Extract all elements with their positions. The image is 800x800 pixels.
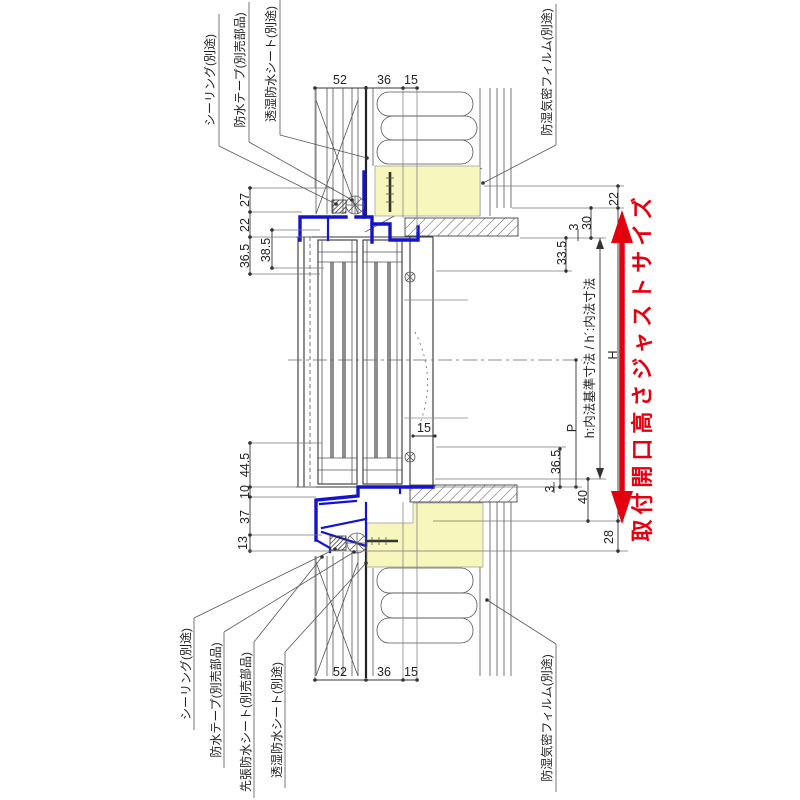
dim-mid-15: 15 <box>411 421 437 438</box>
label-sealing-bottom-text: シーリング(別途) <box>178 628 193 720</box>
handle-swing-arc <box>414 331 429 427</box>
label-sealing-top: シーリング(別途) <box>202 14 338 206</box>
dim-bottom-52: 52 <box>333 665 347 679</box>
label-sheet-top-text: 透湿防水シート(別途) <box>263 6 278 122</box>
label-film-bottom: 防湿気密フィルム(別途) <box>485 598 557 792</box>
insulation-board-bottom <box>366 502 484 568</box>
head-screw-icon <box>386 172 394 212</box>
label-film-bottom-text: 防湿気密フィルム(別途) <box>539 654 554 782</box>
dim-right-3-bottom: 3 <box>543 485 557 492</box>
label-pre-sheet-bottom-text: 先張防水シート(別売部品) <box>238 652 253 792</box>
label-tape-bottom: 防水テープ(別売部品) <box>208 550 356 768</box>
label-tape-top: 防水テープ(別売部品) <box>232 2 354 202</box>
inner-height-note: h:内法基準寸法 / h´:内法寸法 <box>582 278 597 438</box>
label-film-top-text: 防湿気密フィルム(別途) <box>539 8 554 136</box>
dim-row-top: 52 36 15 <box>313 73 419 232</box>
dim-left-13: 13 <box>236 536 250 550</box>
label-pre-sheet-bottom: 先張防水シート(別売部品) <box>238 555 324 798</box>
dim-left-10: 10 <box>238 485 252 499</box>
insulation-board-top <box>374 165 481 217</box>
tape-roll-bottom-icon <box>346 532 368 554</box>
dim-left-top: 27 22 36.5 38.5 <box>238 186 334 276</box>
sealing-block-bottom <box>329 535 347 551</box>
dim-right-28: 28 <box>602 530 616 544</box>
dim-right-33-5: 33.5 <box>555 241 569 265</box>
sill-screw-icon <box>366 537 398 545</box>
label-tape-top-text: 防水テープ(別売部品) <box>232 12 247 127</box>
dim-right-40: 40 <box>576 490 590 504</box>
right-extension-lines <box>248 185 628 552</box>
dim-top-36: 36 <box>377 73 391 87</box>
label-sheet-top: 透湿防水シート(別途) <box>263 0 369 160</box>
label-sealing-top-text: シーリング(別途) <box>202 34 217 126</box>
dim-left-36-5: 36.5 <box>238 244 252 268</box>
label-sealing-bottom: シーリング(別途) <box>178 547 337 730</box>
red-note-text: 取付開口高さジャストサイズ <box>630 192 655 541</box>
dim-P-label: P <box>565 424 579 432</box>
dim-bottom-15: 15 <box>404 665 418 679</box>
dim-bottom-36: 36 <box>377 665 391 679</box>
insulation-batt-top <box>376 91 478 165</box>
label-sheet-bottom: 透湿防水シート(別途) <box>269 561 368 788</box>
dim-left-37: 37 <box>238 510 252 524</box>
label-sheet-bottom-text: 透湿防水シート(別途) <box>269 662 284 778</box>
dim-left-bottom: 44.5 10 37 13 <box>236 441 322 553</box>
dim-top-15: 15 <box>404 73 418 87</box>
dim-right-22: 22 <box>607 192 621 206</box>
dim-top-52: 52 <box>333 73 347 87</box>
dim-mid-15-label: 15 <box>417 421 431 435</box>
dim-left-22: 22 <box>238 218 252 232</box>
dim-H-label: H <box>606 350 620 359</box>
dim-right-bottom: 36.5 3 40 28 <box>543 447 616 544</box>
label-film-top: 防湿気密フィルム(別途) <box>481 4 557 185</box>
red-opening-height-annotation: 取付開口高さジャストサイズ <box>611 192 655 542</box>
tape-roll-top-icon <box>345 195 365 215</box>
stop-screw-bottom-icon <box>404 451 416 463</box>
dim-right-30: 30 <box>580 216 594 230</box>
label-tape-bottom-text: 防水テープ(別売部品) <box>208 642 223 757</box>
sealing-block-top <box>331 199 347 214</box>
dim-row-bottom: 52 36 15 <box>313 502 419 682</box>
dim-inner-height: h:内法基準寸法 / h´:内法寸法 <box>582 238 604 479</box>
dim-P: P <box>565 358 579 489</box>
dim-right-36-5: 36.5 <box>549 450 563 474</box>
head-frame-profile <box>298 170 420 244</box>
dim-left-44-5: 44.5 <box>238 453 252 477</box>
interior-casing-top <box>404 217 519 237</box>
window-frame-and-sashes <box>296 236 468 488</box>
dim-right-3-top: 3 <box>567 223 581 230</box>
interior-casing-bottom <box>409 484 518 503</box>
dim-left-38-5: 38.5 <box>259 238 273 262</box>
insulation-batt-bottom <box>376 567 478 644</box>
dim-left-27: 27 <box>238 193 252 207</box>
wall-structure-top <box>315 86 512 233</box>
dim-right-top: 22 30 3 33.5 <box>555 192 621 273</box>
stop-screw-top-icon <box>404 271 416 283</box>
